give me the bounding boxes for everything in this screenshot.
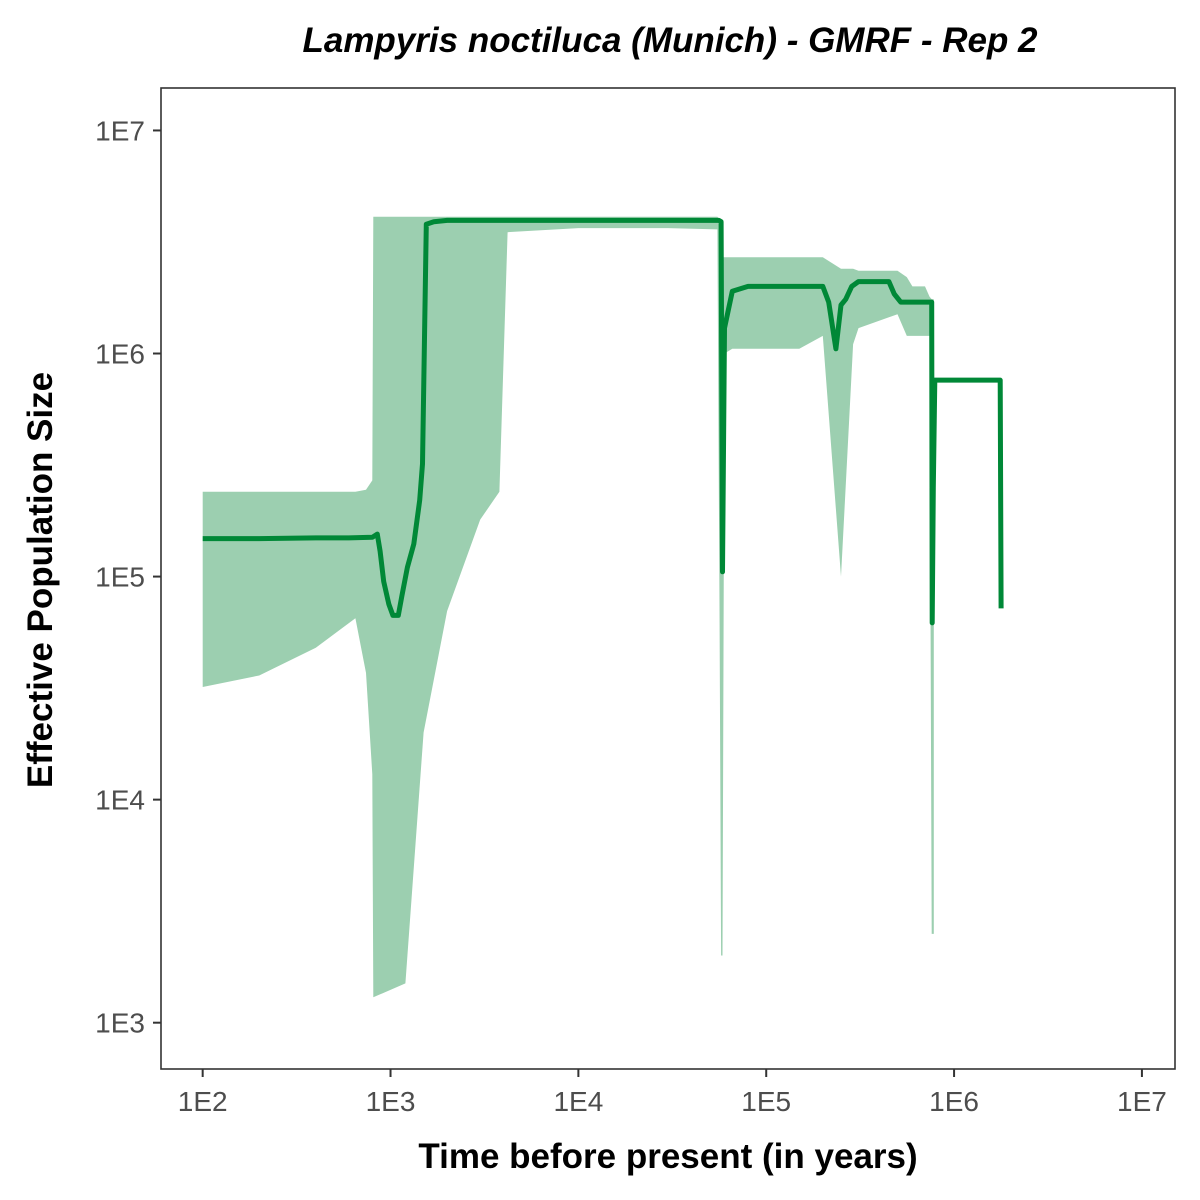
y-tick-label: 1E7	[95, 115, 145, 146]
y-axis: 1E3 1E4 1E5 1E6 1E7	[95, 115, 161, 1039]
x-tick-label: 1E5	[741, 1086, 791, 1117]
x-tick-label: 1E7	[1117, 1086, 1167, 1117]
plot-panel	[202, 216, 1004, 998]
y-tick-label: 1E6	[95, 339, 145, 370]
x-axis: 1E2 1E3 1E4 1E5 1E6 1E7	[178, 1069, 1167, 1117]
x-tick-label: 1E3	[366, 1086, 416, 1117]
y-tick-label: 1E4	[95, 785, 145, 816]
confidence-interval-band	[202, 216, 934, 998]
chart-title: Lampyris noctiluca (Munich) - GMRF - Rep…	[302, 21, 1038, 60]
median-line	[202, 217, 1004, 626]
x-tick-label: 1E4	[553, 1086, 603, 1117]
x-axis-title: Time before present (in years)	[418, 1137, 917, 1176]
panel-border	[160, 87, 1176, 1070]
x-tick-label: 1E2	[178, 1086, 228, 1117]
x-tick-label: 1E6	[929, 1086, 979, 1117]
y-axis-title: Effective Population Size	[21, 372, 60, 788]
y-tick-label: 1E3	[95, 1008, 145, 1039]
y-tick-label: 1E5	[95, 562, 145, 593]
